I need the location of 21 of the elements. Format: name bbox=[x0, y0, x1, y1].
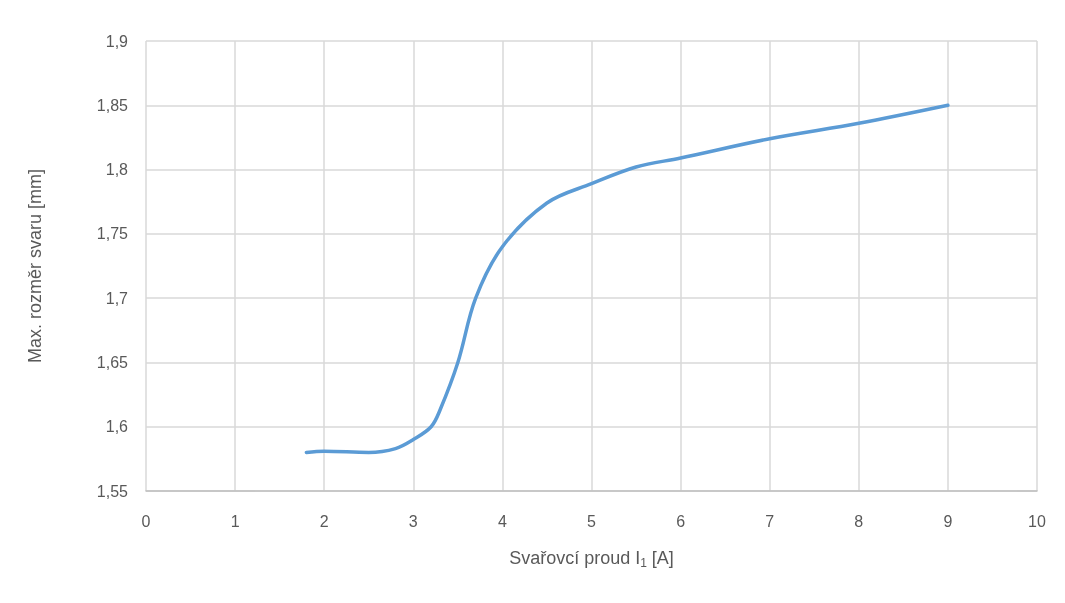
y-tick-label: 1,6 bbox=[105, 418, 129, 436]
x-tick-label: 8 bbox=[854, 512, 864, 530]
y-axis-title: Max. rozměr svaru [mm] bbox=[25, 168, 45, 364]
y-tick-label: 1,65 bbox=[96, 353, 129, 371]
y-tick-label: 1,9 bbox=[105, 32, 129, 50]
x-tick-label: 5 bbox=[587, 512, 597, 530]
line-series bbox=[304, 103, 950, 455]
x-tick-label: 6 bbox=[676, 512, 686, 530]
x-tick-label: 0 bbox=[141, 512, 151, 530]
x-tick-label: 3 bbox=[408, 512, 418, 530]
x-tick-label: 2 bbox=[319, 512, 329, 530]
x-tick-label: 4 bbox=[497, 512, 507, 530]
x-tick-label: 1 bbox=[230, 512, 240, 530]
y-tick-label: 1,85 bbox=[96, 96, 129, 114]
y-tick-label: 1,8 bbox=[105, 161, 129, 179]
x-tick-label: 10 bbox=[1028, 512, 1046, 530]
x-tick-label: 9 bbox=[943, 512, 953, 530]
x-tick-label: 7 bbox=[765, 512, 775, 530]
y-tick-label: 1,55 bbox=[96, 482, 129, 500]
y-tick-label: 1,7 bbox=[105, 289, 129, 307]
y-tick-label: 1,75 bbox=[96, 225, 129, 243]
